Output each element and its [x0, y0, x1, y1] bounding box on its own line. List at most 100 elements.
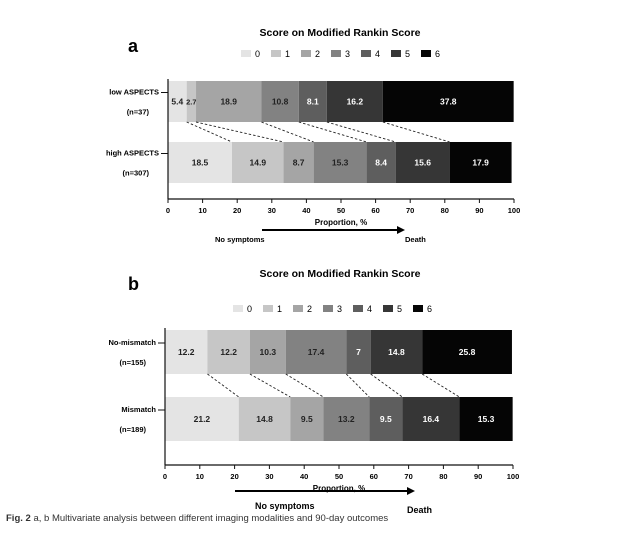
bar-segment — [449, 142, 512, 183]
legend-swatch — [301, 50, 311, 57]
legend-swatch — [353, 305, 363, 312]
arrow-end-label: Death — [405, 235, 426, 244]
bar-value-label: 8.1 — [307, 97, 319, 107]
x-tick-label: 30 — [265, 472, 273, 481]
bar-segment — [261, 81, 299, 122]
bar-value-label: 8.7 — [293, 158, 305, 168]
bar-segment — [196, 81, 262, 122]
legend-swatch — [233, 305, 243, 312]
legend-swatch — [241, 50, 251, 57]
bar-segment — [395, 142, 450, 183]
bar-segment — [422, 330, 512, 374]
bar-segment — [232, 142, 284, 183]
x-tick-label: 20 — [233, 206, 241, 215]
bar-value-label: 10.8 — [272, 97, 289, 107]
bar-segment — [165, 397, 239, 441]
outcome-arrow-head — [397, 226, 405, 234]
connector-line — [249, 373, 291, 398]
bar-value-label: 21.2 — [194, 414, 211, 424]
connector-line — [382, 121, 450, 143]
x-axis-label: Proportion, % — [315, 218, 367, 227]
figure-caption: Fig. 2 a, b Multivariate analysis betwee… — [6, 513, 388, 524]
x-tick-label: 40 — [300, 472, 308, 481]
legend-label: 6 — [427, 304, 432, 314]
connector-line — [370, 373, 403, 398]
x-tick-label: 100 — [507, 472, 520, 481]
bar-value-label: 25.8 — [459, 347, 476, 357]
bar-value-label: 12.2 — [178, 347, 195, 357]
bar-segment — [346, 330, 371, 374]
bar-value-label: 17.4 — [308, 347, 325, 357]
bar-segment — [186, 81, 197, 122]
bar-value-label: 13.2 — [338, 414, 355, 424]
legend-label: 2 — [307, 304, 312, 314]
legend-swatch — [263, 305, 273, 312]
connector-line — [298, 121, 367, 143]
bar-segment — [459, 397, 513, 441]
bar-segment — [290, 397, 324, 441]
x-tick-label: 70 — [404, 472, 412, 481]
legend-label: 0 — [247, 304, 252, 314]
category-label: high ASPECTS — [106, 149, 159, 158]
x-tick-label: 60 — [371, 206, 379, 215]
caption-label: Fig. 2 — [6, 513, 31, 524]
bar-segment — [369, 397, 403, 441]
legend-label: 4 — [375, 49, 380, 59]
bar-segment — [366, 142, 396, 183]
connector-line — [345, 373, 370, 398]
legend-label: 1 — [277, 304, 282, 314]
bar-value-label: 14.8 — [388, 347, 405, 357]
bar-segment — [370, 330, 423, 374]
x-axis-label: Proportion, % — [313, 484, 365, 493]
bar-segment — [298, 81, 327, 122]
legend-label: 1 — [285, 49, 290, 59]
bar-segment — [283, 142, 314, 183]
bar-value-label: 15.6 — [414, 158, 431, 168]
legend-label: 3 — [337, 304, 342, 314]
bar-segment — [326, 81, 383, 122]
category-label: No-mismatch — [108, 338, 156, 347]
legend-swatch — [323, 305, 333, 312]
legend-label: 3 — [345, 49, 350, 59]
caption-text: a, b Multivariate analysis between diffe… — [33, 513, 389, 524]
bar-value-label: 18.9 — [220, 97, 237, 107]
bar-segment — [285, 330, 347, 374]
x-tick-label: 70 — [406, 206, 414, 215]
bar-segment — [249, 330, 286, 374]
x-tick-label: 30 — [268, 206, 276, 215]
category-n-label: (n=37) — [127, 108, 150, 117]
category-label: low ASPECTS — [109, 88, 159, 97]
chart-title: Score on Modified Rankin Score — [259, 268, 420, 280]
bar-segment — [207, 330, 250, 374]
legend-swatch — [413, 305, 423, 312]
legend: 0 1 2 3 4 5 6 — [241, 49, 440, 59]
legend-swatch — [383, 305, 393, 312]
arrow-start-label: No symptoms — [255, 501, 315, 511]
x-tick-label: 10 — [198, 206, 206, 215]
connector-line — [326, 121, 396, 143]
bar-value-label: 10.3 — [260, 347, 277, 357]
x-tick-label: 60 — [370, 472, 378, 481]
bar-value-label: 9.5 — [301, 414, 313, 424]
category-label: Mismatch — [121, 405, 156, 414]
x-tick-label: 0 — [166, 206, 170, 215]
connector-line — [285, 373, 324, 398]
legend-label: 0 — [255, 49, 260, 59]
connector-line — [207, 373, 240, 398]
bar-value-label: 9.5 — [380, 414, 392, 424]
panel-label: b — [128, 274, 139, 294]
panel-b: b Score on Modified Rankin Score 0 1 2 3 4 5 6 12… — [108, 268, 519, 515]
bar-value-label: 18.5 — [192, 158, 209, 168]
legend-label: 5 — [397, 304, 402, 314]
bar-value-label: 14.9 — [250, 158, 267, 168]
connector-line — [421, 373, 460, 398]
connector-line — [195, 121, 284, 143]
category-n-label: (n=189) — [120, 425, 147, 434]
bar-value-label: 16.4 — [423, 414, 440, 424]
x-tick-label: 80 — [441, 206, 449, 215]
legend-swatch — [331, 50, 341, 57]
legend-swatch — [293, 305, 303, 312]
connector-line — [186, 121, 233, 143]
arrow-start-label: No symptoms — [215, 235, 265, 244]
